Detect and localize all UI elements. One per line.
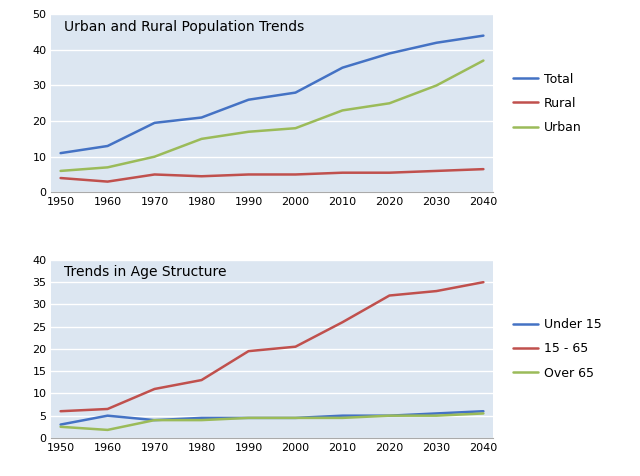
15 - 65 — [433, 288, 440, 294]
Rural — [198, 173, 205, 179]
Under 15 — [386, 413, 394, 418]
Total — [198, 115, 205, 120]
Over 65 — [386, 413, 394, 418]
Urban — [104, 165, 111, 170]
Rural — [104, 179, 111, 185]
Urban — [150, 154, 158, 159]
Rural — [386, 170, 394, 176]
15 - 65 — [244, 348, 252, 354]
15 - 65 — [150, 386, 158, 392]
Under 15 — [433, 411, 440, 416]
Urban — [198, 136, 205, 142]
Total — [433, 40, 440, 46]
Under 15 — [198, 415, 205, 421]
Over 65 — [104, 427, 111, 433]
15 - 65 — [292, 344, 300, 349]
Over 65 — [198, 417, 205, 423]
Urban — [433, 83, 440, 89]
Line: 15 - 65: 15 - 65 — [61, 282, 483, 411]
15 - 65 — [104, 406, 111, 412]
Total — [150, 120, 158, 126]
Over 65 — [292, 415, 300, 421]
15 - 65 — [479, 279, 487, 285]
Under 15 — [479, 408, 487, 414]
15 - 65 — [57, 408, 65, 414]
Urban — [339, 108, 346, 113]
Text: Trends in Age Structure: Trends in Age Structure — [65, 265, 227, 279]
Rural — [150, 172, 158, 178]
Rural — [433, 168, 440, 174]
Over 65 — [479, 411, 487, 416]
Urban — [479, 58, 487, 63]
Line: Rural: Rural — [61, 169, 483, 182]
Total — [479, 33, 487, 39]
Total — [104, 143, 111, 149]
Over 65 — [339, 415, 346, 421]
Total — [292, 90, 300, 96]
Legend: Under 15, 15 - 65, Over 65: Under 15, 15 - 65, Over 65 — [508, 313, 607, 385]
Legend: Total, Rural, Urban: Total, Rural, Urban — [508, 68, 587, 139]
Under 15 — [150, 417, 158, 423]
Under 15 — [292, 415, 300, 421]
Total — [339, 65, 346, 70]
Line: Total: Total — [61, 36, 483, 153]
Urban — [386, 100, 394, 106]
Rural — [479, 166, 487, 172]
Total — [386, 50, 394, 56]
Rural — [244, 172, 252, 178]
Over 65 — [150, 417, 158, 423]
Under 15 — [339, 413, 346, 418]
Urban — [57, 168, 65, 174]
Line: Under 15: Under 15 — [61, 411, 483, 425]
Under 15 — [57, 422, 65, 427]
Over 65 — [433, 413, 440, 418]
Total — [244, 97, 252, 102]
Over 65 — [57, 424, 65, 430]
15 - 65 — [198, 377, 205, 383]
15 - 65 — [339, 319, 346, 325]
Total — [57, 150, 65, 156]
Text: Urban and Rural Population Trends: Urban and Rural Population Trends — [65, 20, 305, 34]
15 - 65 — [386, 293, 394, 298]
Urban — [292, 125, 300, 131]
Over 65 — [244, 415, 252, 421]
Rural — [339, 170, 346, 176]
Urban — [244, 129, 252, 135]
Rural — [292, 172, 300, 178]
Under 15 — [244, 415, 252, 421]
Rural — [57, 175, 65, 181]
Under 15 — [104, 413, 111, 418]
Line: Over 65: Over 65 — [61, 414, 483, 430]
Line: Urban: Urban — [61, 60, 483, 171]
